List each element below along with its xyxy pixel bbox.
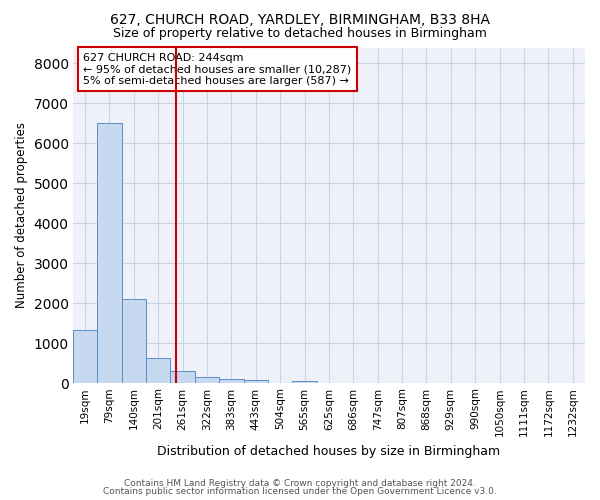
Bar — [146, 358, 170, 383]
Bar — [73, 330, 97, 383]
Text: Size of property relative to detached houses in Birmingham: Size of property relative to detached ho… — [113, 28, 487, 40]
X-axis label: Distribution of detached houses by size in Birmingham: Distribution of detached houses by size … — [157, 444, 500, 458]
Bar — [292, 382, 317, 383]
Text: Contains public sector information licensed under the Open Government Licence v3: Contains public sector information licen… — [103, 487, 497, 496]
Bar — [219, 379, 244, 383]
Text: 627 CHURCH ROAD: 244sqm
← 95% of detached houses are smaller (10,287)
5% of semi: 627 CHURCH ROAD: 244sqm ← 95% of detache… — [83, 52, 352, 86]
Y-axis label: Number of detached properties: Number of detached properties — [15, 122, 28, 308]
Text: 627, CHURCH ROAD, YARDLEY, BIRMINGHAM, B33 8HA: 627, CHURCH ROAD, YARDLEY, BIRMINGHAM, B… — [110, 12, 490, 26]
Bar — [122, 300, 146, 383]
Text: Contains HM Land Registry data © Crown copyright and database right 2024.: Contains HM Land Registry data © Crown c… — [124, 478, 476, 488]
Bar — [170, 371, 195, 383]
Bar — [97, 124, 122, 383]
Bar — [195, 378, 219, 383]
Bar — [244, 380, 268, 383]
